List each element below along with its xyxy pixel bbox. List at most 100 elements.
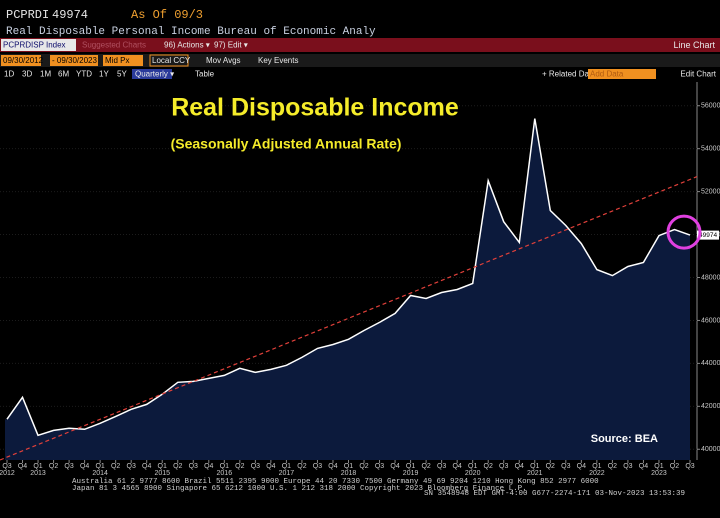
description: Real Disposable Personal Income Bureau o… xyxy=(6,26,376,38)
x-tick-label: Q3 xyxy=(64,463,73,470)
start-date-input[interactable] xyxy=(1,55,41,66)
x-tick-label: Q1 xyxy=(654,463,663,470)
x-tick-label: Q1 xyxy=(33,463,42,470)
period-button[interactable]: 5Y xyxy=(117,70,127,79)
period-button[interactable]: 6M xyxy=(58,70,69,79)
x-year-label: 2014 xyxy=(92,470,108,477)
x-tick-label: Q1 xyxy=(95,463,104,470)
x-tick-label: Q1 xyxy=(282,463,291,470)
price[interactable]: Mid Px xyxy=(105,56,129,65)
x-year-label: 2021 xyxy=(527,470,543,477)
table-button[interactable]: Table xyxy=(195,70,215,79)
y-tick-label: 46000 xyxy=(701,317,720,324)
period-button[interactable]: 1M xyxy=(40,70,51,79)
x-year-label: 2016 xyxy=(217,470,233,477)
y-tick-label: 40000 xyxy=(701,446,720,453)
x-tick-label: Q4 xyxy=(142,463,151,470)
x-year-label: 2020 xyxy=(465,470,481,477)
security-input[interactable] xyxy=(1,39,76,51)
x-tick-label: Q3 xyxy=(313,463,322,470)
actions-menu[interactable]: 96) Actions ▾ xyxy=(164,41,210,50)
x-tick-label: Q3 xyxy=(623,463,632,470)
x-tick-label: Q4 xyxy=(18,463,27,470)
x-year-label: 2017 xyxy=(279,470,295,477)
period-button[interactable]: 1D xyxy=(4,70,14,79)
period-button[interactable]: 3D xyxy=(22,70,32,79)
x-tick-label: Q1 xyxy=(344,463,353,470)
x-year-label: 2022 xyxy=(589,470,605,477)
plot: 4000042000440004600048000500005200054000… xyxy=(0,82,720,477)
period-button[interactable]: YTD xyxy=(76,70,92,79)
x-tick-label: Q4 xyxy=(577,463,586,470)
x-year-label: 2019 xyxy=(403,470,419,477)
x-tick-label: Q4 xyxy=(515,463,524,470)
x-tick-label: Q3 xyxy=(127,463,136,470)
last-value: 49974 xyxy=(52,8,88,22)
frequency[interactable]: Quarterly ▾ xyxy=(135,70,174,79)
y-tick-label: 48000 xyxy=(701,274,720,281)
x-year-label: 2018 xyxy=(341,470,357,477)
period-button[interactable]: 1Y xyxy=(99,70,109,79)
x-tick-label: Q2 xyxy=(173,463,182,470)
x-year-label: 2023 xyxy=(651,470,667,477)
x-tick-label: Q4 xyxy=(328,463,337,470)
footer: Australia 61 2 9777 8600 Brazil 5511 239… xyxy=(72,478,685,498)
footer-line: Japan 81 3 4565 8900 Singapore 65 6212 1… xyxy=(72,485,527,493)
x-tick-label: Q1 xyxy=(406,463,415,470)
x-tick-label: Q2 xyxy=(670,463,679,470)
highlight-circle xyxy=(666,214,702,250)
end-date[interactable]: - 09/30/2023 xyxy=(52,56,97,65)
x-tick-label: Q3 xyxy=(499,463,508,470)
ticker: PCPRDI xyxy=(6,8,49,22)
x-tick-label: Q2 xyxy=(546,463,555,470)
last-value-label: 49974 xyxy=(699,232,717,239)
x-tick-label: Q3 xyxy=(685,463,694,470)
currency-input[interactable] xyxy=(149,54,189,67)
footer-line: SN 3548948 EDT GMT-4:00 G677-2274-171 03… xyxy=(424,490,685,498)
x-year-label: 2013 xyxy=(30,470,46,477)
edit-menu[interactable]: 97) Edit ▾ xyxy=(214,41,248,50)
x-tick-label: Q4 xyxy=(452,463,461,470)
x-tick-label: Q2 xyxy=(49,463,58,470)
x-tick-label: Q2 xyxy=(421,463,430,470)
x-tick-label: Q1 xyxy=(158,463,167,470)
suggested-charts[interactable]: Suggested Charts xyxy=(82,41,146,50)
x-tick-label: Q2 xyxy=(359,463,368,470)
y-tick-label: 54000 xyxy=(701,146,720,153)
key-events[interactable]: Key Events xyxy=(258,56,298,65)
x-tick-label: Q3 xyxy=(437,463,446,470)
x-tick-label: Q3 xyxy=(375,463,384,470)
y-tick-label: 44000 xyxy=(701,360,720,367)
end-date-input[interactable] xyxy=(50,55,98,66)
edit-chart[interactable]: Edit Chart xyxy=(680,70,716,79)
x-tick-label: Q1 xyxy=(530,463,539,470)
x-tick-label: Q1 xyxy=(468,463,477,470)
last-value-box xyxy=(697,230,719,240)
start-date[interactable]: 09/30/2012 xyxy=(3,56,44,65)
security[interactable]: PCPRDISP Index xyxy=(3,41,66,50)
x-year-label: 2015 xyxy=(154,470,170,477)
mov-avgs[interactable]: Mov Avgs xyxy=(206,56,241,65)
chart-type[interactable]: Line Chart xyxy=(673,40,715,50)
price-input[interactable] xyxy=(103,55,143,66)
frequency-select[interactable] xyxy=(132,69,172,79)
add-data-input[interactable] xyxy=(588,69,656,79)
chart-subtitle: (Seasonally Adjusted Annual Rate) xyxy=(171,136,402,152)
add-data[interactable]: Add Data xyxy=(590,70,624,79)
x-tick-label: Q3 xyxy=(251,463,260,470)
x-tick-label: Q4 xyxy=(390,463,399,470)
x-tick-label: Q4 xyxy=(80,463,89,470)
currency[interactable]: Local CCY xyxy=(152,56,191,65)
x-tick-label: Q3 xyxy=(189,463,198,470)
date-bar xyxy=(0,54,720,67)
related-data[interactable]: + Related Dat xyxy=(542,70,592,79)
command-bar xyxy=(0,38,720,52)
x-tick-label: Q4 xyxy=(266,463,275,470)
x-tick-label: Q1 xyxy=(220,463,229,470)
line xyxy=(6,118,691,437)
footer-line: Australia 61 2 9777 8600 Brazil 5511 239… xyxy=(72,478,599,486)
y-tick-label: 52000 xyxy=(701,188,720,195)
y-tick-label: 56000 xyxy=(701,103,720,110)
chart-title: Real Disposable Income xyxy=(171,94,459,122)
